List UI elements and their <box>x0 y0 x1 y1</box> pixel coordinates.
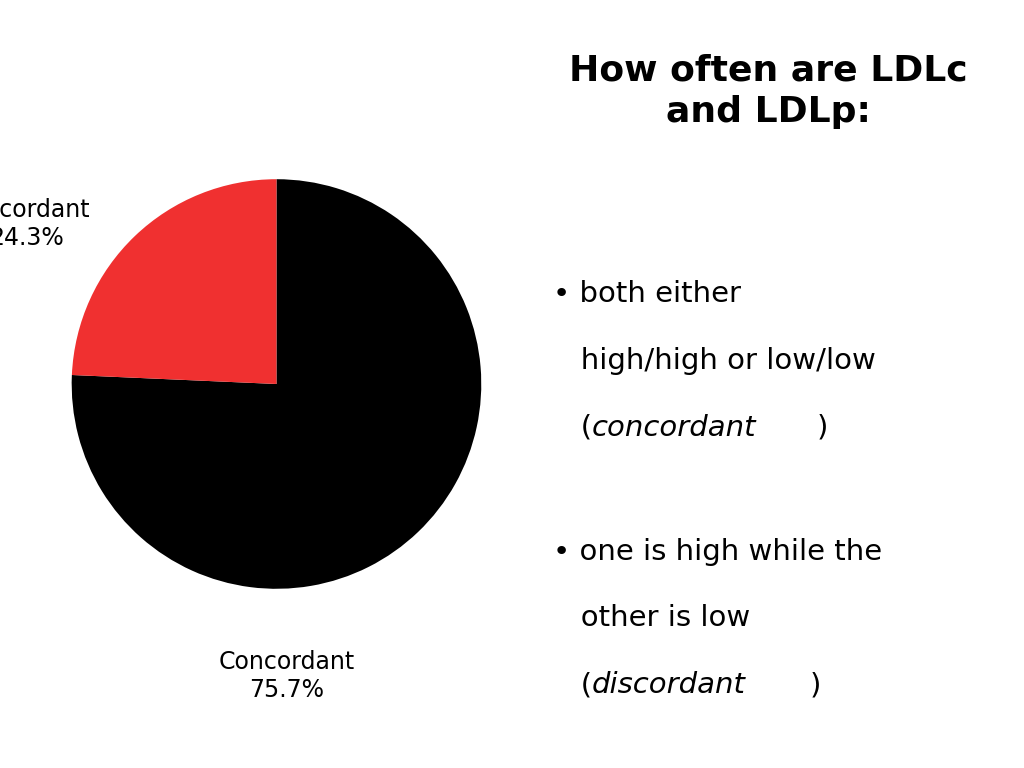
Text: Discordant
24.3%: Discordant 24.3% <box>0 198 90 250</box>
Text: • both either: • both either <box>553 280 741 308</box>
Text: other is low: other is low <box>553 604 751 632</box>
Wedge shape <box>72 179 276 384</box>
Wedge shape <box>72 179 481 589</box>
Text: high/high or low/low: high/high or low/low <box>553 347 876 375</box>
Text: (: ( <box>553 414 592 442</box>
Text: concordant: concordant <box>592 414 756 442</box>
Text: ): ) <box>817 414 828 442</box>
Text: • one is high while the: • one is high while the <box>553 538 882 565</box>
Text: Concordant
75.7%: Concordant 75.7% <box>218 650 355 702</box>
Text: ): ) <box>809 671 821 699</box>
Text: How often are LDLc
and LDLp:: How often are LDLc and LDLp: <box>568 54 968 128</box>
Text: (: ( <box>553 671 592 699</box>
Text: discordant: discordant <box>592 671 745 699</box>
